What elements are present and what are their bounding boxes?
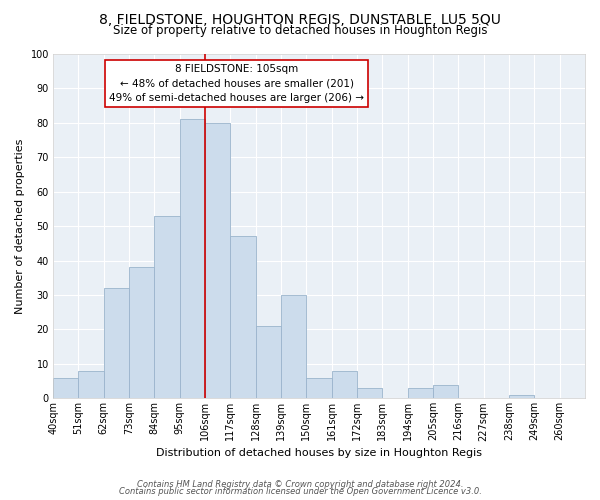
Bar	[205, 123, 230, 398]
Text: Contains HM Land Registry data © Crown copyright and database right 2024.: Contains HM Land Registry data © Crown c…	[137, 480, 463, 489]
Bar	[407, 388, 433, 398]
Text: Contains public sector information licensed under the Open Government Licence v3: Contains public sector information licen…	[119, 488, 481, 496]
Bar	[180, 120, 205, 398]
Bar	[433, 384, 458, 398]
Bar	[357, 388, 382, 398]
Bar	[307, 378, 332, 398]
Text: 8 FIELDSTONE: 105sqm
← 48% of detached houses are smaller (201)
49% of semi-deta: 8 FIELDSTONE: 105sqm ← 48% of detached h…	[109, 64, 364, 103]
Y-axis label: Number of detached properties: Number of detached properties	[15, 138, 25, 314]
Bar	[332, 370, 357, 398]
Bar	[509, 395, 535, 398]
Bar	[53, 378, 79, 398]
Bar	[230, 236, 256, 398]
Bar	[281, 295, 307, 399]
Bar	[79, 370, 104, 398]
Bar	[129, 268, 154, 398]
Text: Size of property relative to detached houses in Houghton Regis: Size of property relative to detached ho…	[113, 24, 487, 37]
Bar	[256, 326, 281, 398]
Bar	[154, 216, 180, 398]
Text: 8, FIELDSTONE, HOUGHTON REGIS, DUNSTABLE, LU5 5QU: 8, FIELDSTONE, HOUGHTON REGIS, DUNSTABLE…	[99, 12, 501, 26]
Bar	[104, 288, 129, 399]
X-axis label: Distribution of detached houses by size in Houghton Regis: Distribution of detached houses by size …	[156, 448, 482, 458]
